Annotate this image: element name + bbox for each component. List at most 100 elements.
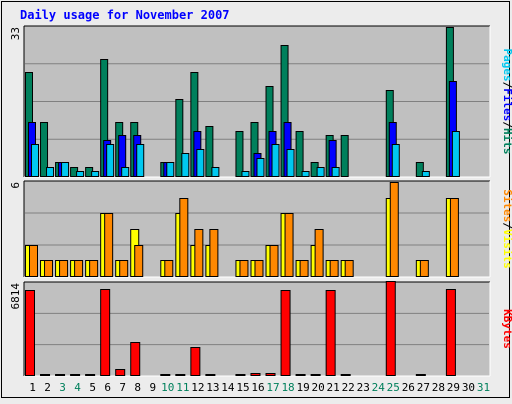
x-tick-label: 27	[417, 381, 430, 394]
bar-pages-15	[241, 171, 250, 177]
bar-sites-6	[104, 213, 114, 277]
bar-sites-4	[74, 260, 84, 277]
bar-kbytes-17	[265, 373, 276, 376]
bar-hits-22	[340, 135, 349, 177]
bar-sites-10	[164, 260, 174, 277]
bar-kbytes-11	[175, 374, 186, 376]
bar-kbytes-21	[325, 290, 336, 376]
x-tick-label: 14	[221, 381, 235, 394]
bar-hits-15	[235, 131, 244, 177]
legend-entry: Sites	[501, 189, 512, 222]
bar-pages-12	[196, 149, 205, 177]
x-tick-label: 10	[161, 381, 174, 394]
bar-kbytes-6	[100, 289, 111, 376]
bar-pages-7	[121, 167, 130, 177]
bar-sites-13	[209, 229, 219, 277]
bar-kbytes-12	[190, 347, 201, 376]
bar-hits-13	[205, 126, 214, 177]
x-tick-label: 26	[402, 381, 415, 394]
bar-hits-27	[415, 162, 424, 177]
bar-sites-20	[314, 229, 324, 277]
x-axis-labels: 1 2 3 4 5 6 7 8 9 10 11 12 13 14 15 16 17 18 19 20 21 22 23 24 2…	[29, 381, 490, 394]
bar-kbytes-22	[340, 374, 351, 376]
x-tick-label: 15	[236, 381, 249, 394]
bar-kbytes-29	[445, 289, 456, 376]
series-sites	[29, 182, 459, 277]
bar-pages-19	[301, 171, 310, 177]
outer-border	[1, 1, 510, 398]
x-tick-label: 1	[29, 381, 36, 394]
series-kbytes	[25, 281, 456, 376]
series-pages	[31, 131, 460, 177]
x-tick-label: 18	[281, 381, 294, 394]
bar-pages-16	[256, 158, 265, 177]
bar-pages-10	[166, 162, 175, 177]
bar-pages-11	[181, 153, 190, 177]
bar-kbytes-7	[115, 369, 126, 376]
bar-pages-27	[421, 171, 430, 177]
x-tick-label: 5	[89, 381, 96, 394]
bar-sites-3	[59, 260, 69, 277]
legend-entry: KBytes	[501, 309, 512, 349]
bar-kbytes-18	[280, 290, 291, 376]
bar-pages-4	[76, 171, 85, 177]
legend-entry: /	[501, 82, 512, 89]
x-tick-label: 31	[477, 381, 490, 394]
panel-visits-sites: 6 Sites/Visits	[9, 180, 512, 278]
x-tick-label: 25	[387, 381, 400, 394]
bar-sites-19	[299, 260, 309, 277]
bar-pages-20	[316, 167, 325, 177]
bar-pages-5	[91, 171, 100, 177]
x-tick-label: 21	[327, 381, 340, 394]
x-tick-label: 17	[266, 381, 279, 394]
x-tick-label: 23	[357, 381, 370, 394]
y-axis-max-label: 33	[9, 27, 22, 40]
x-tick-label: 3	[59, 381, 66, 394]
legend-entry: Visits	[501, 229, 512, 269]
x-tick-label: 11	[176, 381, 189, 394]
bar-kbytes-8	[130, 342, 141, 376]
bar-sites-22	[344, 260, 354, 277]
x-tick-label: 2	[44, 381, 51, 394]
bar-kbytes-13	[205, 374, 216, 376]
bar-pages-29	[451, 131, 460, 177]
bar-kbytes-16	[250, 373, 261, 376]
bar-pages-8	[136, 144, 145, 177]
bar-kbytes-1	[25, 290, 35, 376]
bar-kbytes-25	[385, 281, 396, 376]
x-tick-label: 20	[312, 381, 325, 394]
bar-sites-25	[389, 182, 399, 277]
bar-kbytes-3	[55, 374, 66, 376]
bar-sites-12	[194, 229, 204, 277]
bar-kbytes-4	[70, 374, 81, 376]
x-tick-label: 16	[251, 381, 264, 394]
x-tick-label: 30	[462, 381, 475, 394]
bar-pages-21	[331, 167, 340, 177]
bar-kbytes-27	[415, 374, 426, 376]
bar-kbytes-10	[160, 374, 171, 376]
bar-pages-25	[391, 144, 400, 177]
bar-pages-13	[211, 167, 220, 177]
panel-kbytes: 6814 KBytes	[9, 281, 512, 377]
legend-entry: /	[501, 121, 512, 128]
legend: KBytes	[501, 309, 512, 349]
bar-pages-2	[46, 167, 55, 177]
x-tick-label: 19	[296, 381, 309, 394]
y-axis-max-label: 6	[9, 182, 22, 189]
bar-kbytes-19	[295, 374, 306, 376]
legend-entry: Files	[501, 88, 512, 121]
x-tick-label: 24	[372, 381, 386, 394]
bar-pages-3	[61, 162, 70, 177]
bar-sites-8	[134, 245, 144, 277]
bar-sites-11	[179, 198, 189, 277]
legend-entry: Pages	[501, 49, 512, 82]
bar-pages-1	[31, 144, 39, 177]
bar-sites-5	[89, 260, 99, 277]
bar-hits-19	[295, 131, 304, 177]
x-tick-label: 13	[206, 381, 219, 394]
bar-pages-17	[271, 144, 280, 177]
bar-sites-1	[29, 245, 38, 277]
bar-sites-15	[239, 260, 249, 277]
bar-pages-6	[106, 144, 115, 177]
